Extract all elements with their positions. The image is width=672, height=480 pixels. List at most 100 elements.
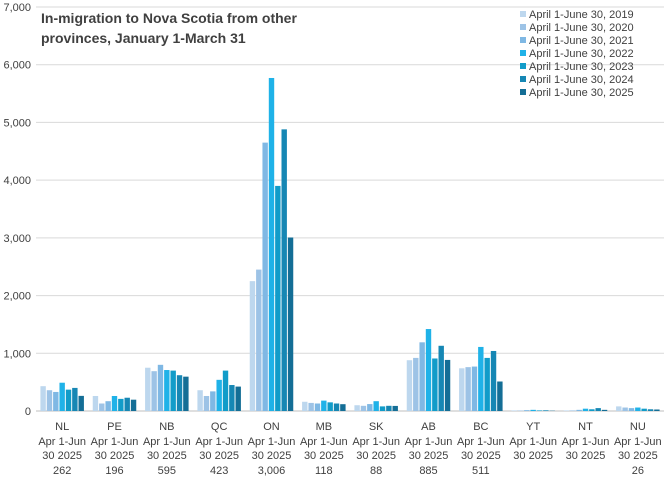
- bar: [530, 409, 536, 411]
- x-value-label: 26: [632, 465, 644, 477]
- chart-title-line: provinces, January 1-March 31: [41, 30, 246, 46]
- bar: [413, 357, 419, 411]
- x-value-label: 423: [210, 465, 228, 477]
- y-tick-label: 5,000: [3, 117, 31, 129]
- bar: [536, 410, 543, 411]
- bar: [419, 342, 425, 411]
- bar: [249, 281, 256, 411]
- legend-label: April 1-June 30, 2025: [529, 87, 634, 99]
- x-note-line-1: Apr 1-Jun: [614, 436, 662, 448]
- bar: [622, 407, 628, 411]
- x-note-line-2: 30 2025: [566, 450, 606, 462]
- bar: [563, 410, 570, 411]
- bar: [628, 408, 635, 411]
- legend-swatch: [520, 24, 526, 30]
- x-value-label: 262: [53, 465, 71, 477]
- x-category-label: QC: [211, 421, 228, 433]
- bar: [478, 346, 484, 411]
- legend-swatch: [520, 11, 526, 17]
- bar: [360, 405, 367, 411]
- bar: [333, 403, 340, 411]
- bar: [497, 381, 503, 411]
- bar: [392, 405, 398, 411]
- bar: [379, 406, 386, 411]
- x-note-line-1: Apr 1-Jun: [352, 436, 400, 448]
- bar: [647, 409, 654, 411]
- bar: [229, 385, 235, 411]
- x-note-line-1: Apr 1-Jun: [405, 436, 453, 448]
- x-note-line-2: 30 2025: [147, 450, 187, 462]
- y-tick-label: 3,000: [3, 233, 31, 245]
- x-note-line-1: Apr 1-Jun: [509, 436, 557, 448]
- bar: [281, 129, 287, 411]
- legend-label: April 1-June 30, 2024: [529, 74, 634, 86]
- y-tick-label: 7,000: [3, 2, 31, 14]
- legend-swatch: [520, 50, 526, 56]
- bar: [425, 329, 432, 411]
- bar: [465, 367, 471, 411]
- x-value-label: 595: [158, 465, 176, 477]
- bar: [262, 142, 268, 411]
- bar: [216, 379, 222, 411]
- bar: [511, 410, 517, 411]
- bar: [287, 237, 294, 411]
- x-category-label: SK: [369, 421, 384, 433]
- bar: [183, 376, 189, 411]
- x-note-line-2: 30 2025: [199, 450, 239, 462]
- x-note-line-2: 30 2025: [461, 450, 501, 462]
- bar: [582, 408, 589, 411]
- bar: [40, 386, 46, 411]
- bar: [444, 359, 451, 411]
- bar: [471, 366, 478, 411]
- bar: [589, 409, 595, 411]
- bar: [524, 410, 530, 411]
- legend-label: April 1-June 30, 2021: [529, 35, 634, 47]
- x-value-label: 118: [315, 465, 333, 477]
- x-value-label: 3,006: [258, 465, 286, 477]
- bar: [105, 401, 111, 411]
- x-note-line-2: 30 2025: [95, 450, 135, 462]
- x-note-line-2: 30 2025: [618, 450, 658, 462]
- x-note-line-1: Apr 1-Jun: [457, 436, 505, 448]
- bar: [164, 370, 170, 411]
- bar: [203, 395, 210, 411]
- bar: [130, 399, 137, 411]
- bar: [275, 185, 281, 411]
- bar: [302, 401, 308, 411]
- bar: [78, 395, 84, 411]
- bar: [314, 403, 321, 411]
- x-note-line-2: 30 2025: [42, 450, 82, 462]
- bar: [490, 350, 497, 411]
- x-note-line-1: Apr 1-Jun: [300, 436, 348, 448]
- x-note-line-1: Apr 1-Jun: [562, 436, 610, 448]
- x-category-label: ON: [263, 421, 280, 433]
- y-tick-label: 1,000: [3, 348, 31, 360]
- bar: [484, 357, 490, 411]
- x-note-line-2: 30 2025: [513, 450, 553, 462]
- bar: [222, 370, 229, 411]
- bar: [235, 386, 241, 411]
- bar: [601, 409, 608, 411]
- bar: [616, 406, 622, 411]
- bar: [386, 405, 392, 411]
- x-category-label: NB: [159, 421, 174, 433]
- y-tick-label: 2,000: [3, 291, 31, 303]
- legend-swatch: [520, 37, 526, 43]
- bar: [354, 405, 360, 411]
- x-value-label: 511: [472, 465, 490, 477]
- bar: [406, 360, 413, 411]
- bar: [327, 402, 333, 411]
- y-tick-label: 6,000: [3, 60, 31, 72]
- bar: [256, 269, 262, 411]
- y-tick-label: 0: [25, 406, 31, 418]
- y-tick-label: 4,000: [3, 175, 31, 187]
- legend-label: April 1-June 30, 2022: [529, 48, 634, 60]
- x-category-label: YT: [526, 421, 540, 433]
- x-value-label: 196: [105, 465, 123, 477]
- bar: [432, 358, 438, 411]
- bar: [72, 387, 78, 411]
- bar: [268, 77, 275, 411]
- bar: [576, 409, 582, 411]
- legend-label: April 1-June 30, 2019: [529, 9, 634, 21]
